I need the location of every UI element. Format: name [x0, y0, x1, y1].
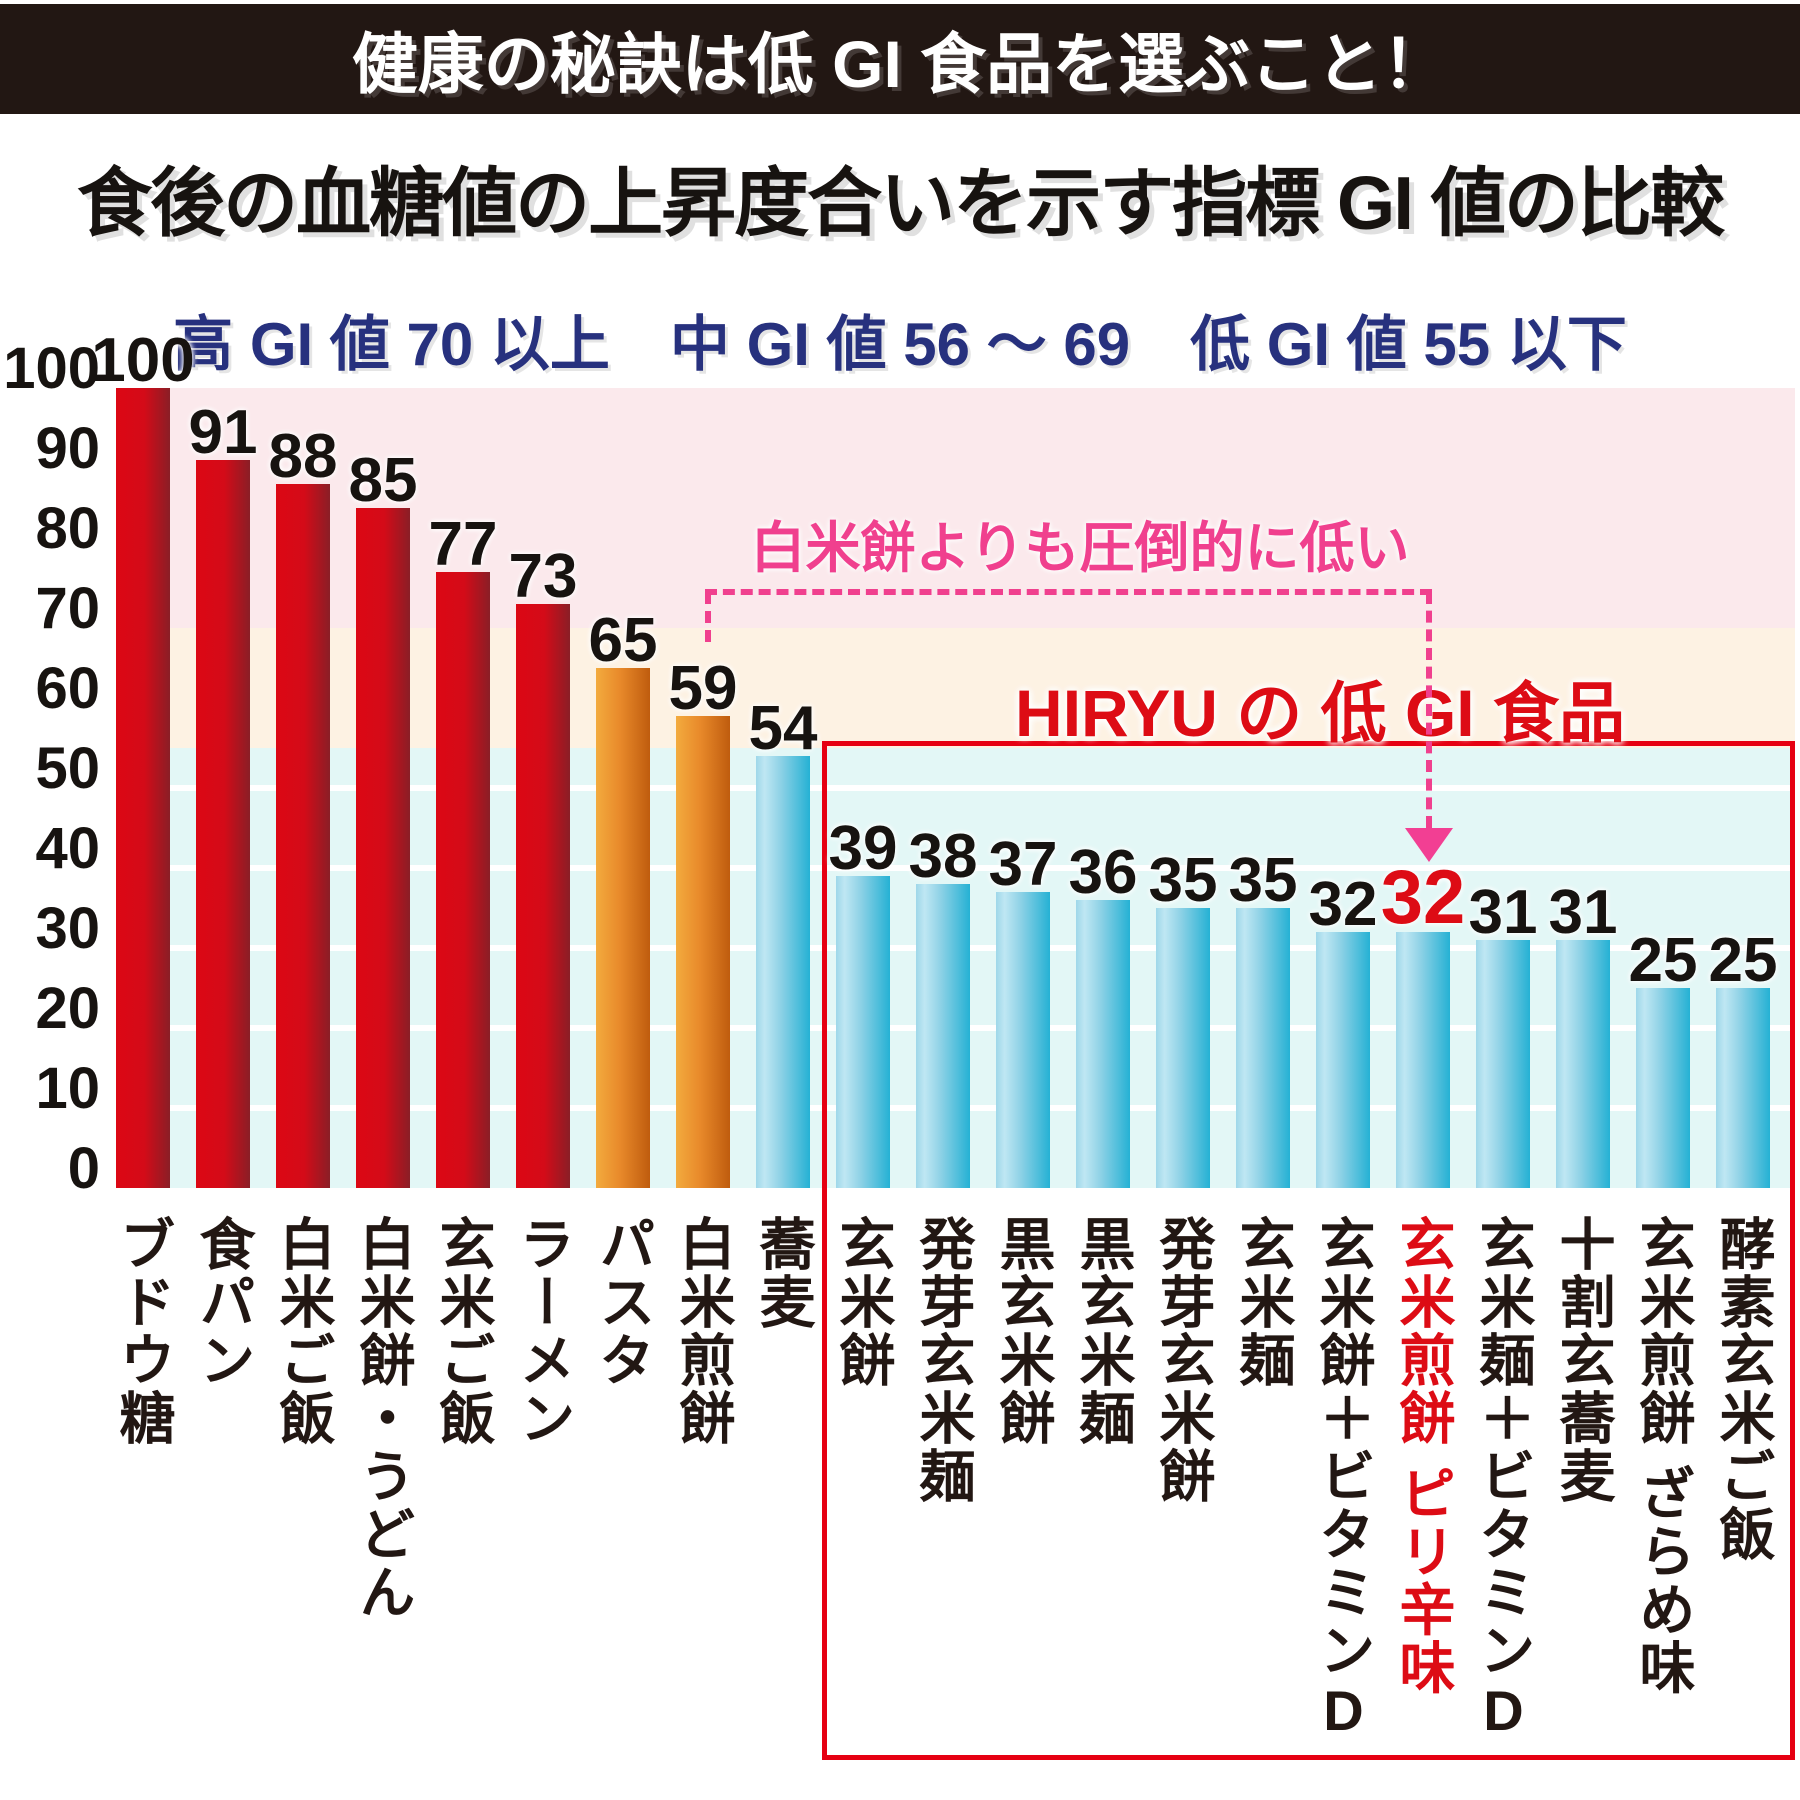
- annotation-arrow-icon: [1405, 828, 1453, 862]
- bar-玄米ご飯: [436, 572, 490, 1188]
- gridline-40: [135, 865, 1795, 871]
- y-tick-40: 40: [35, 816, 100, 881]
- category-label-白米餅・うどん: 白米餅・うどん: [352, 1215, 415, 1621]
- value-label-酵素玄米ご飯: 25: [1708, 926, 1778, 995]
- comparison-note: 白米餅よりも圧倒的に低い: [750, 517, 1410, 579]
- value-label-玄米餅＋ビタミンD: 32: [1308, 870, 1378, 939]
- category-label-玄米ご飯: 玄米ご飯: [432, 1215, 495, 1447]
- bar-ブドウ糖: [116, 388, 170, 1188]
- value-label-発芽玄米餅: 35: [1148, 846, 1218, 915]
- bar-蕎麦: [756, 756, 810, 1188]
- y-tick-60: 60: [35, 656, 100, 721]
- poster-title: 健康の秘訣は低 GI 食品を選ぶこと！: [351, 27, 1449, 101]
- bar-白米煎餅: [676, 716, 730, 1188]
- bar-玄米餅: [836, 876, 890, 1188]
- y-tick-100: 100: [3, 336, 100, 401]
- value-label-発芽玄米麺: 38: [908, 822, 978, 891]
- value-label-玄米煎餅 ピリ辛味: 32: [1380, 855, 1466, 940]
- category-label-発芽玄米餅: 発芽玄米餅: [1152, 1215, 1215, 1505]
- category-label-蕎麦: 蕎麦: [752, 1215, 815, 1331]
- category-label-玄米煎餅 ピリ辛味: 玄米煎餅 ピリ辛味: [1392, 1215, 1455, 1697]
- category-label-玄米餅＋ビタミンD: 玄米餅＋ビタミンD: [1312, 1215, 1375, 1744]
- y-tick-0: 0: [67, 1136, 100, 1201]
- value-label-十割玄蕎麦: 31: [1548, 878, 1618, 947]
- y-tick-70: 70: [35, 576, 100, 641]
- bar-食パン: [196, 460, 250, 1188]
- category-label-玄米麺: 玄米麺: [1232, 1215, 1295, 1389]
- bar-ラーメン: [516, 604, 570, 1188]
- hiryu-low-gi-label: HIRYU の 低 GI 食品: [1015, 676, 1625, 750]
- bar-十割玄蕎麦: [1556, 940, 1610, 1188]
- y-tick-80: 80: [35, 496, 100, 561]
- chart-subtitle: 食後の血糖値の上昇度合いを示す指標 GI 値の比較: [77, 161, 1725, 245]
- header-bar: 健康の秘訣は低 GI 食品を選ぶこと！: [0, 4, 1800, 114]
- category-label-白米ご飯: 白米ご飯: [272, 1215, 335, 1447]
- value-label-玄米餅: 39: [828, 814, 898, 883]
- hiryu-products-box: [822, 741, 1795, 1760]
- band-1: [135, 628, 1795, 748]
- value-label-白米餅・うどん: 85: [348, 446, 418, 515]
- category-label-酵素玄米ご飯: 酵素玄米ご飯: [1712, 1215, 1775, 1563]
- y-tick-50: 50: [35, 736, 100, 801]
- bar-発芽玄米餅: [1156, 908, 1210, 1188]
- bar-パスタ: [596, 668, 650, 1188]
- value-label-玄米ご飯: 77: [428, 510, 498, 579]
- category-label-黒玄米麺: 黒玄米麺: [1072, 1215, 1135, 1447]
- y-tick-90: 90: [35, 416, 100, 481]
- category-label-白米煎餅: 白米煎餅: [672, 1215, 735, 1447]
- category-label-玄米麺＋ビタミンD: 玄米麺＋ビタミンD: [1472, 1215, 1535, 1744]
- y-tick-30: 30: [35, 896, 100, 961]
- bar-白米餅・うどん: [356, 508, 410, 1188]
- gridline-50: [135, 785, 1795, 791]
- category-label-黒玄米餅: 黒玄米餅: [992, 1215, 1055, 1447]
- bar-酵素玄米ご飯: [1716, 988, 1770, 1188]
- category-label-十割玄蕎麦: 十割玄蕎麦: [1552, 1215, 1615, 1505]
- value-label-黒玄米麺: 36: [1068, 838, 1138, 907]
- bar-黒玄米餅: [996, 892, 1050, 1188]
- category-label-ブドウ糖: ブドウ糖: [112, 1215, 175, 1447]
- value-label-ラーメン: 73: [508, 542, 578, 611]
- category-label-ラーメン: ラーメン: [512, 1215, 575, 1447]
- value-label-ブドウ糖: 100: [91, 326, 195, 395]
- bar-玄米煎餅 ピリ辛味: [1396, 932, 1450, 1188]
- category-label-玄米煎餅 ざらめ味: 玄米煎餅 ざらめ味: [1632, 1215, 1695, 1697]
- annotation-dashed-line-horizontal: [705, 589, 1432, 595]
- bar-玄米麺＋ビタミンD: [1476, 940, 1530, 1188]
- value-label-白米煎餅: 59: [668, 654, 738, 723]
- bar-発芽玄米麺: [916, 884, 970, 1188]
- bar-玄米餅＋ビタミンD: [1316, 932, 1370, 1188]
- value-label-食パン: 91: [188, 398, 258, 467]
- value-label-玄米煎餅 ざらめ味: 25: [1628, 926, 1698, 995]
- value-label-玄米麺＋ビタミンD: 31: [1468, 878, 1538, 947]
- category-label-パスタ: パスタ: [592, 1215, 655, 1389]
- annotation-dashed-line-right: [1426, 592, 1432, 828]
- category-label-食パン: 食パン: [192, 1215, 255, 1389]
- band-0: [135, 388, 1795, 628]
- value-label-白米ご飯: 88: [268, 422, 338, 491]
- value-label-蕎麦: 54: [748, 694, 818, 763]
- bar-白米ご飯: [276, 484, 330, 1188]
- value-label-パスタ: 65: [588, 606, 658, 675]
- bar-玄米煎餅 ざらめ味: [1636, 988, 1690, 1188]
- gi-band-legend: 高 GI 値 70 以上 中 GI 値 56 ～ 69 低 GI 値 55 以下: [173, 311, 1627, 378]
- category-label-発芽玄米麺: 発芽玄米麺: [912, 1215, 975, 1505]
- value-label-黒玄米餅: 37: [988, 830, 1058, 899]
- value-label-玄米麺: 35: [1228, 846, 1298, 915]
- y-tick-10: 10: [35, 1056, 100, 1121]
- bar-黒玄米麺: [1076, 900, 1130, 1188]
- category-label-玄米餅: 玄米餅: [832, 1215, 895, 1389]
- bar-玄米麺: [1236, 908, 1290, 1188]
- y-tick-20: 20: [35, 976, 100, 1041]
- annotation-dashed-line-left: [705, 592, 711, 642]
